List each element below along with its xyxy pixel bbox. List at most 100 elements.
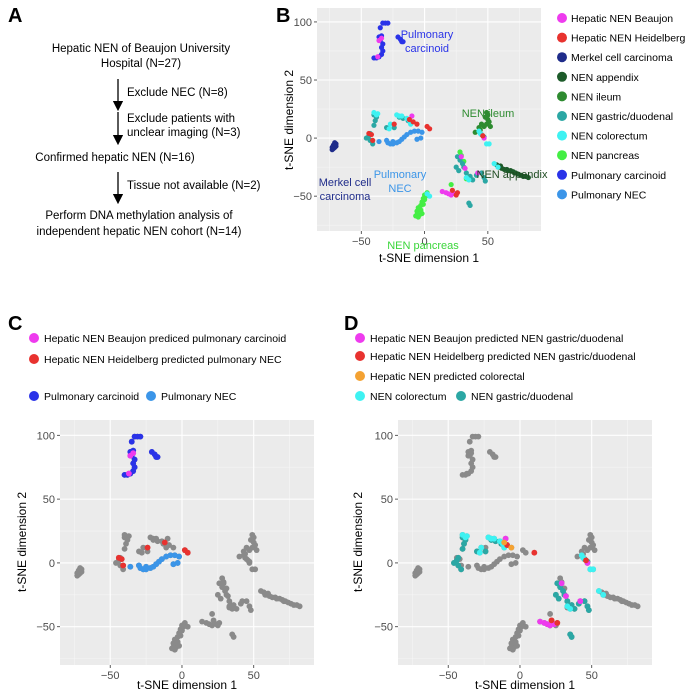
background-point (123, 540, 129, 547)
legend-b-label: NEN colorectum (571, 131, 648, 143)
y-tick-label: −50 (293, 191, 312, 203)
data-point (154, 454, 161, 460)
annotation-merkel-2: carcinoma (320, 191, 372, 203)
data-point (167, 552, 174, 559)
data-point (128, 438, 135, 445)
panel-letter-c: C (8, 313, 22, 335)
data-point (371, 122, 377, 128)
background-point (169, 645, 175, 652)
data-point (400, 39, 406, 45)
legend-d-label-3: Hepatic NEN predicted colorectal (370, 371, 525, 383)
background-point (258, 588, 264, 594)
data-point (144, 544, 151, 551)
background-point (280, 598, 287, 605)
data-point (482, 548, 489, 555)
background-point (515, 632, 522, 639)
background-point (153, 535, 160, 542)
data-point (391, 121, 397, 127)
data-point (390, 138, 396, 145)
data-point (457, 149, 463, 155)
data-point (590, 566, 597, 573)
background-point (229, 631, 236, 638)
background-point (209, 611, 216, 617)
data-point (372, 118, 378, 124)
background-point (140, 544, 147, 551)
flow-exclude-3: Tissue not available (N=2) (127, 180, 261, 192)
background-point (591, 547, 598, 554)
background-point (547, 611, 554, 617)
legend-b: Hepatic NEN Beaujon Hepatic NEN Heidelber… (557, 13, 685, 201)
legend-b-label: Hepatic NEN Heidelberg (571, 33, 685, 45)
background-point (588, 539, 595, 546)
legend-b-label: Pulmonary carcinoid (571, 170, 666, 182)
background-point (496, 556, 503, 562)
data-point (491, 161, 497, 167)
background-point (474, 562, 480, 569)
data-point (399, 113, 405, 119)
legend-c-label-1: Hepatic NEN Beaujon prediced pulmonary c… (44, 333, 286, 345)
background-point (273, 595, 280, 602)
flow-step1-line2: Hospital (N=27) (101, 58, 181, 70)
data-point (410, 119, 416, 125)
background-point (522, 623, 529, 630)
data-point (404, 131, 410, 138)
flow-exclude-2-line1: Exclude patients with (127, 113, 235, 125)
legend-b-swatch (557, 52, 567, 63)
data-point (376, 37, 382, 44)
data-point (127, 563, 134, 570)
data-point (596, 588, 602, 594)
data-point (470, 177, 476, 183)
background-point (170, 544, 177, 551)
data-point (555, 595, 562, 602)
panel-letter-d: D (344, 313, 358, 335)
x-tick-label: −50 (439, 670, 458, 682)
data-point (118, 556, 125, 562)
flow-exclude-1: Exclude NEC (N=8) (127, 87, 228, 99)
data-point (486, 141, 492, 147)
data-point (419, 210, 425, 217)
data-point (562, 593, 569, 599)
legend-b-swatch (557, 71, 567, 82)
data-point (161, 539, 168, 546)
data-point (485, 116, 491, 123)
legend-b-swatch (557, 91, 567, 102)
legend-b-swatch (557, 13, 567, 23)
data-point (458, 154, 464, 160)
data-point (176, 553, 183, 560)
background-point (166, 542, 172, 548)
background-point (514, 642, 521, 649)
data-point (581, 598, 588, 605)
legend-b-label: NEN gastric/duodenal (571, 111, 673, 123)
background-point (507, 645, 513, 652)
legend-d-label-2: Hepatic NEN Heidelberg predicted NEN gas… (370, 351, 636, 363)
data-point (558, 580, 565, 587)
legend-b-swatch (557, 111, 567, 121)
background-point (121, 545, 128, 552)
background-point (466, 438, 473, 445)
data-point (385, 20, 391, 26)
background-point (217, 595, 224, 602)
legend-d-swatch-3 (355, 371, 365, 381)
background-point (214, 622, 221, 629)
legend-b-label: NEN appendix (571, 72, 639, 84)
data-point (453, 192, 459, 198)
flow-step3-line1: Perform DNA methylation analysis of (45, 210, 233, 222)
data-point (375, 54, 381, 60)
background-point (253, 547, 260, 554)
legend-c-swatch-1 (29, 333, 39, 343)
background-point (243, 598, 250, 605)
data-point (461, 540, 467, 547)
legend-c: Hepatic NEN Beaujon prediced pulmonary c… (29, 333, 286, 403)
data-point (554, 619, 561, 626)
data-point (482, 178, 488, 184)
flow-step2: Confirmed hepatic NEN (N=16) (35, 152, 195, 164)
data-point (564, 598, 571, 605)
legend-b-label: NEN ileum (571, 91, 621, 103)
annotation-nen-appendix: NEN appendix (477, 169, 548, 181)
background-point (296, 603, 303, 610)
background-point (233, 605, 240, 612)
flow-step3-line2: independent hepatic NEN cohort (N=14) (37, 226, 242, 238)
data-point (478, 544, 485, 551)
data-point (463, 170, 469, 176)
